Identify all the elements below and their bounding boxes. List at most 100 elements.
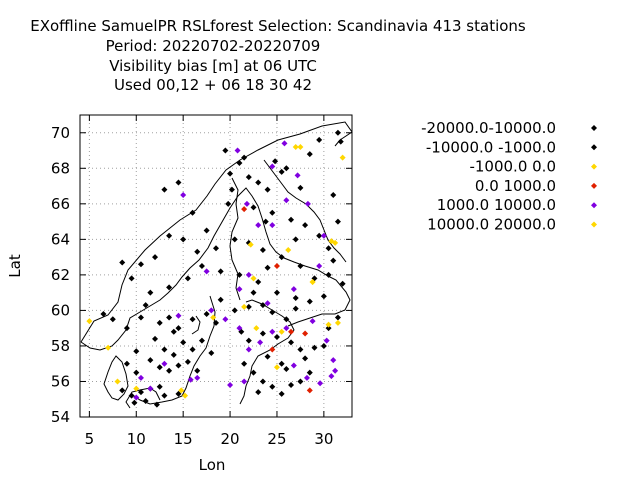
data-point: [253, 325, 260, 332]
data-point: [302, 222, 309, 229]
data-point: [292, 305, 299, 312]
data-point: [166, 367, 173, 374]
data-point: [234, 147, 241, 154]
data-point: [133, 394, 140, 401]
data-point: [156, 364, 163, 371]
legend-label: -10000.0 -1000.0: [426, 138, 556, 156]
data-point: [325, 325, 332, 332]
data-point: [283, 316, 290, 323]
data-point: [247, 241, 254, 248]
data-point: [170, 351, 177, 358]
data-point: [273, 263, 280, 269]
data-point: [290, 286, 297, 293]
data-point: [278, 360, 285, 367]
data-point: [334, 218, 341, 225]
legend-marker: [591, 125, 597, 131]
data-point: [241, 303, 248, 310]
data-point: [153, 401, 160, 408]
coastline-map: [80, 121, 353, 409]
title-line-4: Used 00,12 + 06 18 30 42: [114, 76, 312, 94]
data-point: [269, 309, 276, 316]
data-point: [250, 275, 257, 282]
data-point: [250, 204, 257, 211]
data-point: [309, 278, 316, 285]
data-point: [255, 179, 262, 186]
data-point: [182, 392, 189, 399]
x-tick-label: 25: [267, 430, 286, 448]
data-point: [273, 364, 280, 371]
data-point: [320, 342, 327, 349]
data-point: [306, 298, 313, 305]
data-point: [292, 236, 299, 243]
data-point: [241, 378, 248, 385]
data-point: [86, 318, 93, 325]
data-point: [147, 289, 154, 296]
data-point: [311, 344, 318, 351]
title-line-1: EXoffline SamuelPR RSLforest Selection: …: [30, 17, 526, 35]
data-point: [222, 316, 229, 323]
data-point: [152, 335, 159, 342]
data-point: [316, 136, 323, 143]
data-point: [245, 271, 252, 278]
data-point: [330, 257, 337, 264]
data-point: [147, 357, 154, 364]
data-point: [198, 337, 205, 344]
data-point: [161, 346, 168, 353]
y-tick-label: 68: [51, 159, 70, 177]
data-point: [213, 319, 219, 326]
data-point: [147, 385, 154, 392]
y-tick-label: 70: [51, 124, 70, 142]
data-point: [166, 232, 173, 239]
data-point: [180, 236, 187, 243]
y-tick-label: 64: [51, 230, 70, 248]
data-point: [278, 390, 285, 397]
data-point: [236, 286, 243, 293]
plot-frame: [79, 114, 353, 418]
data-point: [119, 259, 126, 266]
y-tick-label: 60: [51, 301, 70, 319]
data-point: [269, 163, 276, 170]
x-tick-label: 30: [314, 430, 333, 448]
legend-marker: [591, 144, 597, 151]
data-point: [264, 264, 271, 271]
legend-marker: [591, 163, 597, 170]
data-point: [156, 319, 163, 326]
data-point: [316, 232, 323, 239]
data-point: [194, 248, 201, 255]
data-point: [325, 245, 332, 252]
data-point: [272, 158, 279, 165]
data-point: [288, 382, 295, 389]
data-point: [269, 383, 276, 390]
data-point: [255, 222, 262, 229]
data-point: [175, 179, 182, 186]
data-point: [328, 373, 335, 380]
data-point: [273, 289, 280, 296]
data-point: [278, 168, 285, 175]
data-point: [334, 314, 341, 321]
data-point: [334, 319, 341, 326]
data-point: [288, 216, 295, 223]
data-point: [316, 263, 323, 269]
data-point: [297, 143, 304, 150]
y-tick-label: 58: [51, 337, 70, 355]
data-point: [250, 289, 257, 296]
legend: -20000.0-10000.0-10000.0 -1000.0 -1000.0 …: [421, 119, 597, 234]
data-point: [264, 186, 271, 193]
data-point: [262, 218, 269, 225]
data-point: [294, 172, 301, 179]
data-point: [236, 271, 243, 278]
data-point: [259, 378, 266, 385]
data-point: [250, 369, 257, 376]
data-point: [264, 353, 271, 360]
data-point: [236, 325, 243, 332]
data-point: [241, 360, 248, 367]
data-point: [288, 328, 295, 335]
data-point: [180, 191, 187, 198]
data-point: [142, 398, 149, 405]
data-point: [283, 366, 290, 373]
data-point: [269, 209, 276, 216]
data-point: [288, 339, 295, 346]
data-point: [259, 330, 266, 337]
data-point: [161, 186, 168, 193]
data-point: [119, 387, 126, 394]
